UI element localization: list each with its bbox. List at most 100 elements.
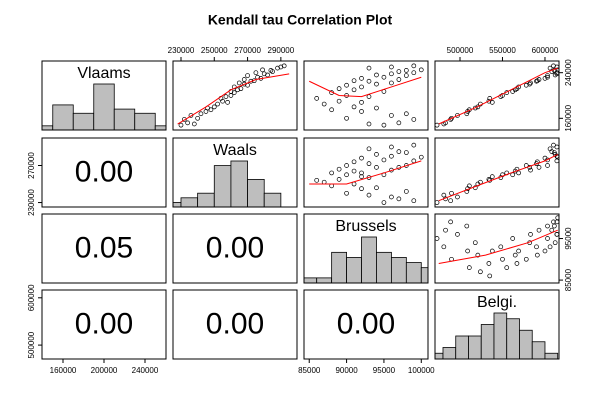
scatter-point <box>523 82 529 88</box>
scatter-point <box>389 194 394 200</box>
scatter-point <box>396 69 402 74</box>
x-tick-label: 240000 <box>132 366 159 375</box>
histogram-bar <box>376 251 392 283</box>
scatter-point <box>466 265 472 270</box>
histogram-bar <box>506 318 520 359</box>
smooth-line <box>438 229 558 264</box>
x-tick-label: 85000 <box>298 366 321 375</box>
scatter-point <box>443 227 448 233</box>
histogram-bar <box>442 347 457 359</box>
scatter-point <box>178 122 184 128</box>
scatter-point <box>455 194 460 200</box>
scatter-point <box>389 144 394 150</box>
histogram-bar <box>531 341 546 359</box>
panel-content <box>309 63 424 128</box>
scatter-point <box>321 101 327 107</box>
scatter-point <box>418 154 424 160</box>
histogram-bar <box>42 125 54 130</box>
scatter-point <box>545 236 550 241</box>
scatter-point <box>403 150 409 155</box>
scatter-point <box>374 81 379 87</box>
scatter-point <box>396 149 402 154</box>
panel-frame <box>172 289 298 360</box>
scatter-point <box>500 256 505 262</box>
scatter-point <box>411 70 417 76</box>
scatter-point <box>403 111 409 117</box>
scatter-point <box>554 232 559 237</box>
smooth-line <box>438 67 558 125</box>
scatter-point <box>336 166 342 172</box>
scatter-point <box>411 142 417 148</box>
variable-name: Vlaams <box>77 65 130 82</box>
histogram-bar <box>346 257 362 283</box>
scatter-point <box>534 78 540 84</box>
scatter-point <box>366 78 372 84</box>
correlation-label: 0.00 <box>206 307 264 340</box>
scatter-point <box>191 121 197 127</box>
scatter-point <box>542 155 548 161</box>
scatter-point <box>528 232 533 237</box>
scatter-point <box>396 196 402 202</box>
scatter-point <box>381 122 387 128</box>
histogram-bar <box>361 236 377 283</box>
x-tick-label: 250000 <box>201 46 228 55</box>
panel-frame <box>41 137 167 208</box>
scatter-point <box>551 150 557 155</box>
histogram-bar <box>435 352 444 359</box>
histogram-bar <box>405 262 422 283</box>
scatter-point <box>253 70 259 76</box>
histogram-bar <box>519 329 533 359</box>
scatter-point <box>486 261 492 266</box>
scatter-point <box>411 198 417 204</box>
correlation-label: 0.05 <box>75 231 133 264</box>
histogram-bar <box>113 108 136 130</box>
scatter-point <box>366 192 372 198</box>
correlation-label: 0.00 <box>75 155 133 188</box>
scatter-point <box>465 248 470 254</box>
scatter-point <box>351 159 357 165</box>
scatter-point <box>411 117 417 122</box>
panel-frame <box>303 213 429 284</box>
scatter-point <box>534 244 539 250</box>
scatter-point <box>536 165 542 170</box>
scatter-point <box>455 113 460 118</box>
scatter-point <box>351 168 357 174</box>
histogram-bar <box>468 335 482 359</box>
scatter-point <box>514 261 520 266</box>
scatter-point <box>472 240 478 246</box>
scatter-point <box>551 142 556 148</box>
smooth-line <box>309 76 422 98</box>
scatter-point <box>344 82 349 88</box>
scatter-point <box>336 86 342 92</box>
scatter-point <box>381 200 387 205</box>
panel-content <box>435 215 559 279</box>
panel-frame <box>41 60 167 131</box>
scatter-point <box>448 198 453 204</box>
scatter-point <box>555 215 559 221</box>
panel-content <box>177 63 290 128</box>
x-tick-label: 550000 <box>489 46 516 55</box>
scatter-point <box>366 94 372 99</box>
x-tick-label: 200000 <box>91 366 118 375</box>
scatter-point <box>528 167 533 173</box>
scatter-point <box>536 227 542 233</box>
panel-frame <box>434 213 560 284</box>
variable-name: Brussels <box>335 218 396 235</box>
x-tick-label: 600000 <box>532 46 559 55</box>
scatter-point <box>547 244 553 250</box>
scatter-point <box>389 64 394 70</box>
scatter-point <box>374 185 379 191</box>
scatter-point <box>551 223 557 229</box>
scatter-point <box>359 84 364 90</box>
scatter-point <box>403 189 409 194</box>
histogram-bar <box>331 251 347 283</box>
scatter-point <box>411 158 417 164</box>
scatter-point <box>188 113 194 118</box>
scatter-point <box>359 76 364 81</box>
panel-frame <box>172 213 298 284</box>
y-tick-label: 500000 <box>27 331 36 358</box>
y-tick-label: 230000 <box>27 189 36 216</box>
scatter-point <box>435 236 440 241</box>
scatter-point <box>547 65 553 71</box>
scatter-point <box>516 170 521 176</box>
